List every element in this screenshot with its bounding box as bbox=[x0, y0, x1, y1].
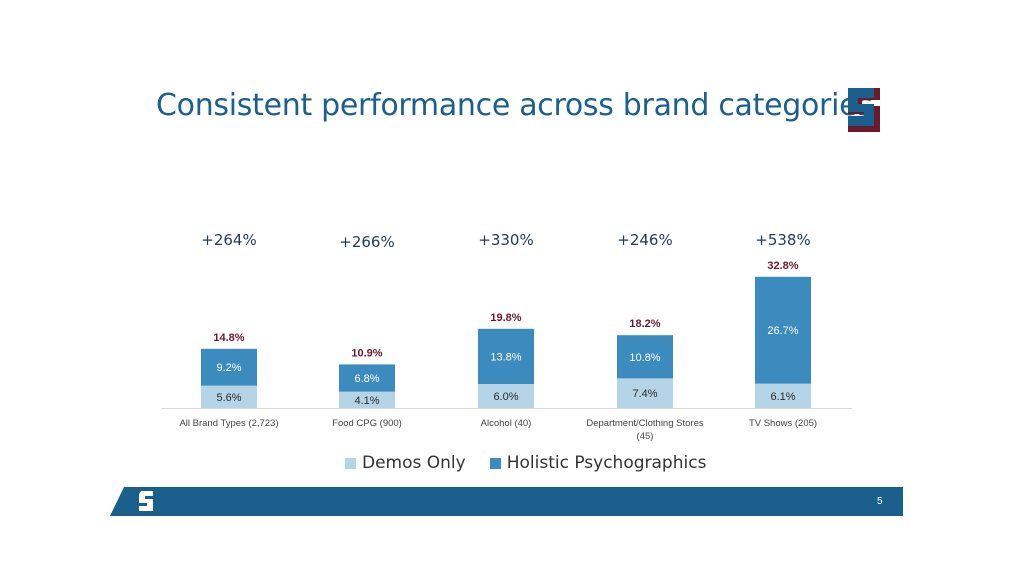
category-label-0: All Brand Types (2,723) bbox=[179, 418, 278, 429]
lift-label-4: +538% bbox=[755, 231, 810, 249]
bar-demos-3 bbox=[617, 378, 673, 408]
bar-psycho-1 bbox=[339, 364, 395, 392]
legend-label-demos: Demos Only bbox=[362, 453, 466, 473]
data-label-demos-2: 6.0% bbox=[493, 391, 518, 403]
legend-label-psycho: Holistic Psychographics bbox=[506, 453, 707, 473]
legend-item-demos: Demos Only bbox=[345, 453, 466, 473]
bar-psycho-2 bbox=[478, 328, 534, 384]
data-label-psycho-2: 13.8% bbox=[490, 351, 521, 363]
category-label-1: Food CPG (900) bbox=[332, 418, 402, 429]
data-label-psycho-4: 26.7% bbox=[767, 325, 798, 337]
chart-legend: Demos Only Holistic Psychographics bbox=[345, 453, 720, 473]
category-label-3: Department/Clothing Stores bbox=[586, 418, 703, 429]
bar-psycho-3 bbox=[617, 335, 673, 379]
total-label-4: 32.8% bbox=[767, 260, 798, 272]
bar-demos-4 bbox=[755, 383, 811, 408]
legend-swatch-demos bbox=[345, 457, 356, 469]
bar-demos-0 bbox=[201, 385, 257, 408]
total-label-1: 10.9% bbox=[351, 347, 382, 359]
lift-label-2: +330% bbox=[478, 231, 533, 249]
lift-label-1: +266% bbox=[339, 233, 394, 251]
footer-logo-icon bbox=[139, 491, 153, 511]
category-label-2: Alcohol (40) bbox=[481, 418, 532, 429]
legend-swatch-psycho bbox=[489, 457, 501, 469]
page-number: 5 bbox=[877, 496, 883, 507]
data-label-demos-1: 4.1% bbox=[354, 395, 379, 407]
total-label-2: 19.8% bbox=[490, 312, 521, 324]
data-label-psycho-3: 10.8% bbox=[629, 352, 660, 364]
bar-psycho-0 bbox=[201, 348, 257, 386]
data-label-demos-0: 5.6% bbox=[216, 392, 241, 404]
data-label-psycho-1: 6.8% bbox=[354, 373, 379, 385]
lift-label-0: +264% bbox=[201, 231, 256, 249]
data-label-demos-4: 6.1% bbox=[770, 391, 795, 403]
data-label-psycho-0: 9.2% bbox=[216, 362, 241, 374]
category-label-3-line1: (45) bbox=[637, 431, 654, 442]
lift-label-3: +246% bbox=[617, 231, 672, 249]
data-label-demos-3: 7.4% bbox=[632, 388, 657, 400]
bar-psycho-4 bbox=[755, 276, 811, 384]
total-label-0: 14.8% bbox=[213, 332, 244, 344]
bar-demos-1 bbox=[339, 391, 395, 408]
stacked-bar-chart: 5.6% 9.2% 14.8% +264% All Brand Types (2,723… bbox=[162, 231, 852, 442]
category-label-4: TV Shows (205) bbox=[749, 418, 817, 429]
brand-logo-icon bbox=[848, 88, 880, 132]
footer-bar bbox=[110, 487, 903, 516]
bar-demos-2 bbox=[478, 384, 534, 408]
legend-item-psycho: Holistic Psychographics bbox=[489, 453, 707, 473]
slide-title: Consistent performance across brand cate… bbox=[156, 88, 873, 123]
total-label-3: 18.2% bbox=[629, 318, 660, 330]
